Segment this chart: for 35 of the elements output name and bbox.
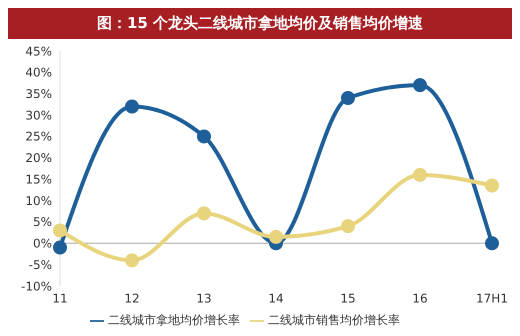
point <box>341 91 355 105</box>
point <box>269 230 283 244</box>
x-tick-label: 13 <box>196 292 212 306</box>
point <box>53 240 67 255</box>
x-tick-label: 17H1 <box>476 292 508 306</box>
point <box>341 219 355 234</box>
y-tick-label: 35% <box>25 86 52 101</box>
legend-label: 二线城市销售均价增长率 <box>268 313 400 327</box>
chart-title: 图：15 个龙头二线城市拿地均价及销售均价增速 <box>8 8 512 39</box>
y-tick-label: 45% <box>25 44 52 58</box>
y-tick-label: 20% <box>25 151 52 166</box>
x-tick-label: 14 <box>268 292 284 306</box>
y-tick-label: 40% <box>25 66 52 80</box>
y-tick-label: -10% <box>20 279 52 294</box>
y-tick-label: 10% <box>25 194 52 208</box>
point <box>125 100 139 114</box>
y-tick-label: 30% <box>25 108 52 122</box>
point <box>413 78 427 92</box>
y-tick-label: 15% <box>25 172 52 186</box>
y-tick-label: -5% <box>28 258 52 272</box>
x-tick-label: 15 <box>340 292 356 306</box>
x-tick-label: 12 <box>124 292 140 306</box>
point <box>485 178 499 193</box>
point <box>197 206 211 220</box>
y-tick-label: 25% <box>25 130 52 144</box>
point <box>197 129 211 144</box>
legend-label: 二线城市拿地均价增长率 <box>108 313 240 327</box>
y-tick-label: 5% <box>32 215 52 230</box>
point <box>413 168 427 182</box>
x-tick-label: 16 <box>412 292 428 306</box>
y-tick-label: 0% <box>32 236 52 251</box>
point <box>485 236 499 250</box>
point <box>125 253 139 268</box>
point <box>53 223 67 238</box>
x-tick-label: 11 <box>52 292 68 306</box>
